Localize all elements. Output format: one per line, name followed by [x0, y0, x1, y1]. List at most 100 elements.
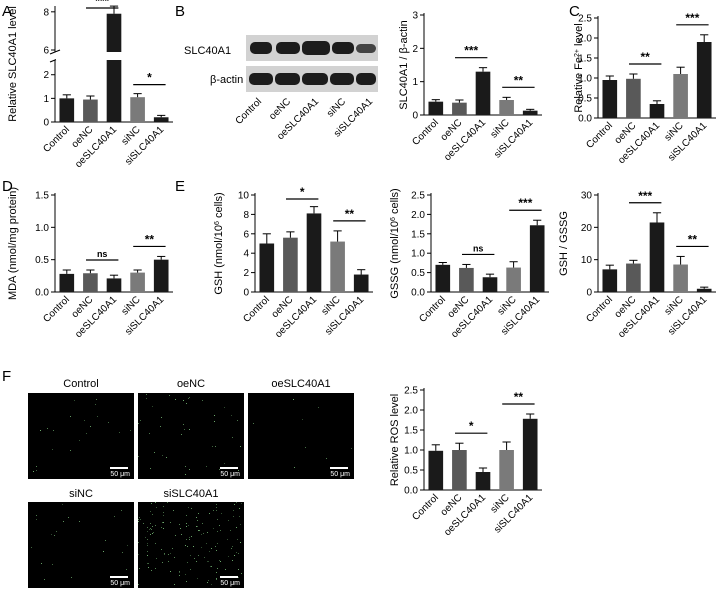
fluorescence-speck: [241, 503, 242, 504]
y-tick-label: 1.5: [404, 426, 418, 437]
fluorescence-speck: [151, 529, 152, 530]
fluorescence-speck: [220, 561, 221, 562]
y-tick-label: 0.0: [35, 288, 49, 299]
fluorescence-speck: [232, 437, 233, 438]
fluorescence-speck: [191, 536, 192, 537]
chart-e2: 0.00.51.01.52.02.5ns***ControloeNCoeSLC4…: [389, 188, 549, 340]
fluorescence-speck: [163, 512, 164, 513]
fluorescence-speck: [174, 557, 175, 558]
fluorescence-speck: [179, 575, 180, 576]
fluorescence-speck: [150, 523, 151, 524]
fluorescence-speck: [193, 546, 194, 547]
fluorescence-speck: [74, 400, 75, 401]
fluorescence-speck: [41, 563, 42, 564]
fluorescence-speck: [186, 539, 187, 540]
fluorescence-speck: [234, 504, 235, 505]
fluorescence-speck: [219, 469, 220, 470]
fluorescence-speck: [138, 423, 139, 424]
micrograph-title-sinc: siNC: [69, 488, 93, 500]
micrograph-title-control: Control: [63, 378, 99, 390]
scale-label: 50 μm: [219, 471, 241, 478]
fluorescence-speck: [201, 547, 202, 548]
significance-label: **: [345, 207, 355, 221]
fluorescence-speck: [147, 551, 148, 552]
fluorescence-speck: [96, 399, 97, 400]
significance-label: ***: [638, 189, 652, 203]
fluorescence-speck: [318, 407, 319, 408]
fluorescence-speck: [161, 527, 162, 528]
fluorescence-speck: [84, 420, 85, 421]
y-tick-label: 2.0: [404, 406, 418, 417]
significance-label: ***: [518, 196, 532, 210]
bar-sinc: [130, 97, 145, 122]
fluorescence-speck: [210, 566, 211, 567]
fluorescence-speck: [33, 471, 34, 472]
fluorescence-speck: [97, 416, 98, 417]
bar-sinc: [506, 267, 521, 292]
fluorescence-speck: [147, 527, 148, 528]
significance-label: **: [514, 73, 524, 87]
y-tick-label: 0.5: [411, 268, 425, 279]
bar-sinc: [330, 241, 345, 292]
blot-loading-label: β-actin: [210, 74, 243, 86]
micrograph-oenc: 50 μm: [138, 393, 244, 479]
fluorescence-speck: [114, 516, 115, 517]
y-axis-label: SLC40A1 / β-actin: [398, 20, 410, 109]
fluorescence-speck: [225, 569, 226, 570]
significance-label: **: [145, 232, 155, 246]
y-tick-label: 30: [581, 191, 593, 202]
fluorescence-speck: [186, 403, 187, 404]
bar-sislc40a1: [529, 225, 545, 292]
y-tick-label: 4: [243, 249, 249, 260]
fluorescence-speck: [189, 469, 190, 470]
fluorescence-speck: [40, 430, 41, 431]
fluorescence-speck: [185, 545, 186, 546]
fluorescence-speck: [52, 564, 53, 565]
fluorescence-speck: [121, 510, 122, 511]
y-tick-label: 1.5: [35, 191, 49, 202]
fluorescence-speck: [138, 519, 139, 520]
fluorescence-speck: [196, 561, 197, 562]
significance-label: *: [300, 185, 305, 199]
fluorescence-speck: [241, 573, 242, 574]
bar-sinc: [499, 450, 514, 490]
bar-control: [602, 80, 618, 118]
fluorescence-speck: [138, 542, 139, 543]
panel-letter-b: B: [175, 3, 185, 20]
y-tick-label: 3: [412, 11, 418, 22]
fluorescence-speck: [197, 578, 198, 579]
bar-oeslc40a1: [475, 472, 491, 490]
bar-sislc40a1: [696, 42, 712, 118]
micrograph-control: 50 μm: [28, 393, 134, 479]
fluorescence-speck: [162, 562, 163, 563]
micrograph-sislc40a1: 50 μm: [138, 502, 244, 588]
fluorescence-speck: [70, 450, 71, 451]
bar-sislc40a1: [353, 274, 369, 292]
fluorescence-speck: [185, 574, 186, 575]
significance-label: *: [469, 419, 474, 433]
fluorescence-speck: [173, 510, 174, 511]
fluorescence-speck: [151, 570, 152, 571]
fluorescence-speck: [209, 551, 210, 552]
fluorescence-speck: [147, 555, 148, 556]
fluorescence-speck: [47, 428, 48, 429]
fluorescence-speck: [145, 537, 146, 538]
fluorescence-speck: [155, 502, 156, 503]
fluorescence-speck: [208, 561, 209, 562]
fluorescence-speck: [197, 526, 198, 527]
fluorescence-speck: [138, 554, 139, 555]
fluorescence-speck: [167, 502, 168, 503]
y-tick-label: 2: [243, 268, 249, 279]
bar-sislc40a1: [522, 110, 538, 115]
y-axis-label: GSH (nmol/106 cells): [213, 192, 225, 294]
fluorescence-speck: [206, 543, 207, 544]
significance-label: ***: [95, 0, 109, 8]
fluorescence-speck: [214, 415, 215, 416]
blot-band: [276, 42, 300, 54]
y-tick-label: 6: [43, 46, 49, 57]
fluorescence-speck: [51, 534, 52, 535]
fluorescence-speck: [208, 580, 209, 581]
y-axis-label: GSSG (nmol/106 cells): [389, 188, 401, 298]
scale-label: 50 μm: [329, 471, 351, 478]
fluorescence-speck: [189, 397, 190, 398]
